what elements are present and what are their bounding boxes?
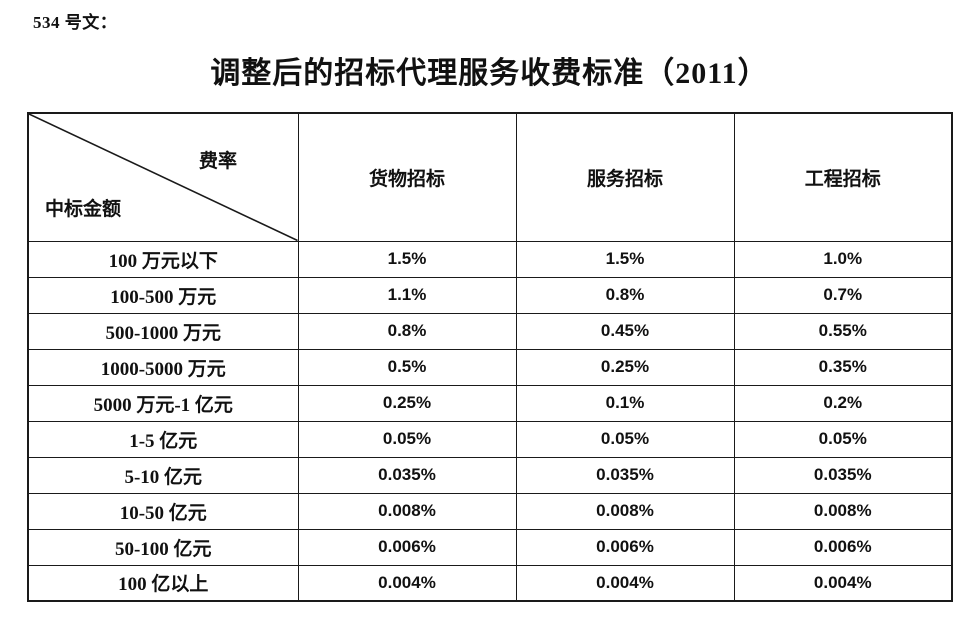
engineering-rate-cell: 0.35% (733, 348, 953, 386)
table-row: 1000-5000 万元 0.5% 0.25% 0.35% (27, 348, 953, 386)
table-row: 1-5 亿元 0.05% 0.05% 0.05% (27, 420, 953, 458)
service-rate-cell: 0.25% (515, 348, 735, 386)
table-row: 5000 万元-1 亿元 0.25% 0.1% 0.2% (27, 384, 953, 422)
engineering-rate-cell: 1.0% (733, 240, 953, 278)
service-rate-cell: 0.45% (515, 312, 735, 350)
amount-cell: 100 亿以上 (27, 564, 299, 602)
amount-cell: 100 万元以下 (27, 240, 299, 278)
corner-label-bid-amount: 中标金额 (45, 199, 122, 220)
table-row: 5-10 亿元 0.035% 0.035% 0.035% (27, 456, 953, 494)
amount-cell: 5000 万元-1 亿元 (27, 384, 299, 422)
table-header-row: 费率 中标金额 货物招标 服务招标 工程招标 (27, 112, 953, 242)
engineering-rate-cell: 0.006% (733, 528, 953, 566)
goods-rate-cell: 0.006% (297, 528, 517, 566)
amount-cell: 1-5 亿元 (27, 420, 299, 458)
engineering-rate-cell: 0.004% (733, 564, 953, 602)
goods-rate-cell: 0.25% (297, 384, 517, 422)
service-rate-cell: 0.006% (515, 528, 735, 566)
service-rate-cell: 0.008% (515, 492, 735, 530)
goods-rate-cell: 0.035% (297, 456, 517, 494)
page-title: 调整后的招标代理服务收费标准（2011） (210, 57, 769, 90)
amount-cell: 50-100 亿元 (27, 528, 299, 566)
goods-rate-cell: 0.5% (297, 348, 517, 386)
table-row: 100 亿以上 0.004% 0.004% 0.004% (27, 564, 953, 602)
goods-rate-cell: 1.1% (297, 276, 517, 314)
goods-rate-cell: 0.8% (297, 312, 517, 350)
service-rate-cell: 0.004% (515, 564, 735, 602)
service-rate-cell: 0.1% (515, 384, 735, 422)
table-row: 500-1000 万元 0.8% 0.45% 0.55% (27, 312, 953, 350)
fee-standard-table: 费率 中标金额 货物招标 服务招标 工程招标 100 万元以下 1.5% 1.5… (27, 112, 953, 602)
corner-header-cell: 费率 中标金额 (27, 112, 299, 242)
table-row: 10-50 亿元 0.008% 0.008% 0.008% (27, 492, 953, 530)
corner-label-fee-rate: 费率 (199, 151, 238, 172)
amount-cell: 5-10 亿元 (27, 456, 299, 494)
service-rate-cell: 0.05% (515, 420, 735, 458)
engineering-rate-cell: 0.05% (733, 420, 953, 458)
column-header-goods-bidding: 货物招标 (297, 112, 517, 242)
engineering-rate-cell: 0.035% (733, 456, 953, 494)
engineering-rate-cell: 0.7% (733, 276, 953, 314)
goods-rate-cell: 0.008% (297, 492, 517, 530)
column-header-service-bidding: 服务招标 (515, 112, 735, 242)
column-header-engineering-bidding: 工程招标 (733, 112, 953, 242)
service-rate-cell: 1.5% (515, 240, 735, 278)
table-row: 50-100 亿元 0.006% 0.006% 0.006% (27, 528, 953, 566)
goods-rate-cell: 0.05% (297, 420, 517, 458)
goods-rate-cell: 0.004% (297, 564, 517, 602)
engineering-rate-cell: 0.55% (733, 312, 953, 350)
amount-cell: 1000-5000 万元 (27, 348, 299, 386)
amount-cell: 10-50 亿元 (27, 492, 299, 530)
goods-rate-cell: 1.5% (297, 240, 517, 278)
service-rate-cell: 0.8% (515, 276, 735, 314)
table-row: 100-500 万元 1.1% 0.8% 0.7% (27, 276, 953, 314)
table-row: 100 万元以下 1.5% 1.5% 1.0% (27, 240, 953, 278)
engineering-rate-cell: 0.008% (733, 492, 953, 530)
engineering-rate-cell: 0.2% (733, 384, 953, 422)
service-rate-cell: 0.035% (515, 456, 735, 494)
diagonal-divider-line (29, 114, 297, 240)
amount-cell: 500-1000 万元 (27, 312, 299, 350)
doc-number-label: 534 号文： (33, 13, 118, 32)
amount-cell: 100-500 万元 (27, 276, 299, 314)
